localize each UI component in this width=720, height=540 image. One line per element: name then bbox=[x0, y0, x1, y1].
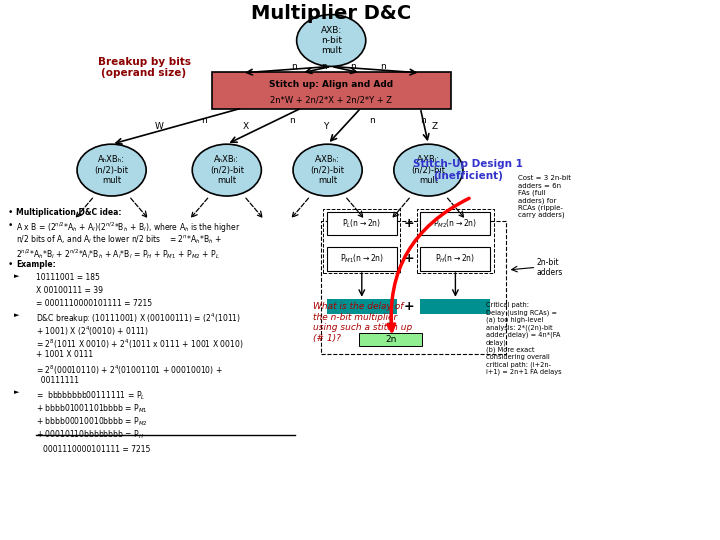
Text: +: + bbox=[403, 300, 414, 313]
FancyBboxPatch shape bbox=[327, 212, 397, 235]
Text: P$_{M2}$(n$\rightarrow$2n): P$_{M2}$(n$\rightarrow$2n) bbox=[433, 217, 477, 230]
Text: P$_H$(n$\rightarrow$2n): P$_H$(n$\rightarrow$2n) bbox=[436, 252, 475, 265]
Text: + bbbb00010010bbbb = P$_{M2}$: + bbbb00010010bbbb = P$_{M2}$ bbox=[36, 415, 148, 428]
Text: n: n bbox=[420, 116, 426, 125]
Text: 0001110000101111 = 7215: 0001110000101111 = 7215 bbox=[43, 445, 150, 454]
Text: •: • bbox=[7, 221, 12, 230]
Text: ►: ► bbox=[14, 389, 19, 395]
Text: Cost = 3 2n-bit
adders = 6n
FAs (full
adders) for
RCAs (ripple-
carry adders): Cost = 3 2n-bit adders = 6n FAs (full ad… bbox=[518, 176, 572, 219]
Text: Example:: Example: bbox=[16, 260, 55, 269]
FancyBboxPatch shape bbox=[420, 212, 490, 235]
Text: n: n bbox=[369, 116, 374, 125]
Text: 2n*W + 2n/2*X + 2n/2*Y + Z: 2n*W + 2n/2*X + 2n/2*Y + Z bbox=[270, 96, 392, 105]
Text: A x B = (2$^{n/2}$*A$_h$ + A$_l$)(2$^{n/2}$*B$_h$ + B$_l$), where A$_h$ is the h: A x B = (2$^{n/2}$*A$_h$ + A$_l$)(2$^{n/… bbox=[16, 221, 240, 235]
Text: n: n bbox=[320, 63, 326, 71]
Text: =  bbbbbbbb00111111 = P$_L$: = bbbbbbbb00111111 = P$_L$ bbox=[36, 389, 145, 402]
Text: AₗXBₗ:
(n/2)-bit
mult: AₗXBₗ: (n/2)-bit mult bbox=[411, 155, 446, 185]
FancyArrowPatch shape bbox=[388, 198, 469, 331]
Circle shape bbox=[192, 144, 261, 196]
Text: AₕXBₗ:
(n/2)-bit
mult: AₕXBₗ: (n/2)-bit mult bbox=[210, 155, 244, 185]
FancyBboxPatch shape bbox=[327, 299, 397, 314]
Text: ►: ► bbox=[14, 273, 19, 279]
Text: AₗXBₕ:
(n/2)-bit
mult: AₗXBₕ: (n/2)-bit mult bbox=[310, 155, 345, 185]
Text: = 2$^8$(00010110) + 2$^4$(01001101 + 00010010) +: = 2$^8$(00010110) + 2$^4$(01001101 + 000… bbox=[36, 363, 222, 377]
Circle shape bbox=[293, 144, 362, 196]
Text: 10111001 = 185: 10111001 = 185 bbox=[36, 273, 100, 282]
Text: n: n bbox=[289, 116, 294, 125]
Text: n: n bbox=[291, 63, 297, 71]
Text: Stitch up: Align and Add: Stitch up: Align and Add bbox=[269, 80, 393, 89]
Text: n: n bbox=[351, 63, 356, 71]
Text: 2n-bit
adders: 2n-bit adders bbox=[536, 258, 563, 277]
Text: = 2$^8$(1011 X 0010) + 2$^4$(1011 x 0111 + 1001 X 0010): = 2$^8$(1011 X 0010) + 2$^4$(1011 x 0111… bbox=[36, 338, 243, 351]
Text: + 00010110bbbbbbbb = P$_H$: + 00010110bbbbbbbb = P$_H$ bbox=[36, 428, 144, 441]
Text: Multiplication D&C idea:: Multiplication D&C idea: bbox=[16, 208, 122, 217]
Circle shape bbox=[394, 144, 463, 196]
Text: AₕXBₕ:
(n/2)-bit
mult: AₕXBₕ: (n/2)-bit mult bbox=[94, 155, 129, 185]
Text: X: X bbox=[243, 122, 249, 131]
Text: + bbbb01001101bbbb = P$_{M1}$: + bbbb01001101bbbb = P$_{M1}$ bbox=[36, 402, 148, 415]
FancyBboxPatch shape bbox=[212, 72, 451, 109]
Text: n: n bbox=[380, 63, 386, 71]
Text: 00111111: 00111111 bbox=[36, 376, 79, 386]
Text: D&C breakup: (10111001) X (00100111) = (2$^4$(1011): D&C breakup: (10111001) X (00100111) = (… bbox=[36, 312, 241, 326]
Text: Y: Y bbox=[323, 122, 329, 131]
Text: Breakup by bits
(operand size): Breakup by bits (operand size) bbox=[97, 57, 191, 78]
Circle shape bbox=[297, 15, 366, 66]
Text: Critical path:
Delay (using RCAs) =
(a) too high-level
analysis: 2*((2n)-bit
add: Critical path: Delay (using RCAs) = (a) … bbox=[486, 302, 562, 375]
Text: +: + bbox=[403, 252, 414, 265]
Text: P$_L$(n$\rightarrow$2n): P$_L$(n$\rightarrow$2n) bbox=[342, 217, 382, 230]
Text: •: • bbox=[7, 260, 12, 269]
Text: + 1001 X 0111: + 1001 X 0111 bbox=[36, 350, 93, 360]
Circle shape bbox=[77, 144, 146, 196]
Text: n: n bbox=[202, 116, 207, 125]
Text: ►: ► bbox=[14, 312, 19, 318]
Text: P$_{M1}$(n$\rightarrow$2n): P$_{M1}$(n$\rightarrow$2n) bbox=[340, 252, 384, 265]
FancyBboxPatch shape bbox=[327, 247, 397, 271]
Text: = 0001110000101111 = 7215: = 0001110000101111 = 7215 bbox=[36, 299, 152, 308]
Text: Z: Z bbox=[432, 122, 438, 131]
Text: +: + bbox=[403, 217, 414, 230]
Text: + 1001) X (2$^4$(0010) + 0111): + 1001) X (2$^4$(0010) + 0111) bbox=[36, 325, 149, 338]
Text: Stitch-Up Design 1
(inefficient): Stitch-Up Design 1 (inefficient) bbox=[413, 159, 523, 181]
Text: W: W bbox=[154, 122, 163, 131]
Text: X 00100111 = 39: X 00100111 = 39 bbox=[36, 286, 103, 295]
Text: 2$^{n/2}$*A$_h$*B$_l$ + 2$^{n/2}$*A$_l$*B$_h$ + A$_l$*B$_l$ = P$_H$ + P$_{M1}$ +: 2$^{n/2}$*A$_h$*B$_l$ + 2$^{n/2}$*A$_l$*… bbox=[16, 247, 220, 261]
FancyBboxPatch shape bbox=[359, 333, 422, 346]
FancyBboxPatch shape bbox=[420, 299, 490, 314]
Text: AXB:
n-bit
mult: AXB: n-bit mult bbox=[320, 25, 342, 56]
Text: •: • bbox=[7, 208, 12, 217]
FancyBboxPatch shape bbox=[420, 247, 490, 271]
Text: What is the delay of
the n-bit multiplier
using such a stitch up
(# 1)?: What is the delay of the n-bit multiplie… bbox=[313, 302, 413, 342]
Text: n/2 bits of A, and A$_l$ the lower n/2 bits    = 2$^n$*A$_h$*B$_h$ +: n/2 bits of A, and A$_l$ the lower n/2 b… bbox=[16, 234, 222, 246]
Text: Multiplier D&C: Multiplier D&C bbox=[251, 4, 411, 23]
Text: 2n: 2n bbox=[385, 335, 396, 344]
